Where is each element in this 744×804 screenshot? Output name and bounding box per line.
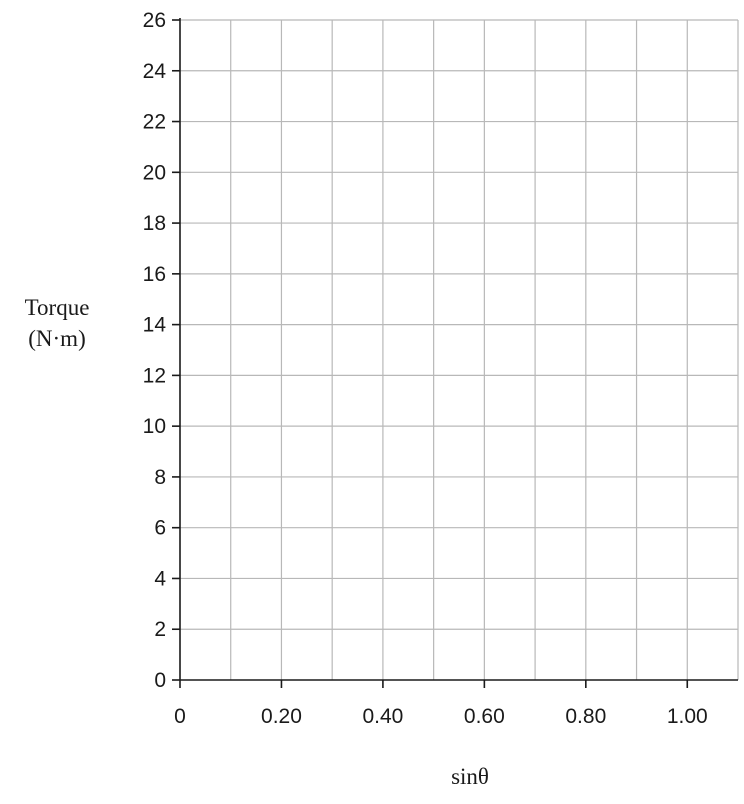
y-tick-label: 20 — [143, 161, 166, 184]
y-tick-label: 10 — [143, 415, 166, 438]
grid — [180, 19, 739, 680]
x-tick-label: 0.20 — [261, 705, 302, 728]
y-axis-title-line1: Torque — [25, 295, 90, 320]
y-tick-label: 26 — [143, 9, 166, 32]
x-ticks: 0 0.20 0.40 0.60 0.80 1.00 — [174, 680, 708, 728]
y-tick-label: 8 — [154, 466, 166, 489]
y-tick-label: 22 — [143, 111, 166, 134]
y-tick-label: 6 — [154, 517, 166, 540]
x-tick-label: 0.60 — [464, 705, 505, 728]
y-axis-title-line2: (N·m) — [28, 326, 85, 351]
y-tick-label: 16 — [143, 263, 166, 286]
y-tick-label: 4 — [154, 567, 166, 590]
y-tick-label: 14 — [143, 314, 167, 337]
x-tick-label: 0.80 — [565, 705, 606, 728]
y-tick-label: 0 — [154, 669, 166, 692]
x-axis-title: sinθ — [451, 764, 489, 789]
x-tick-label: 1.00 — [667, 705, 708, 728]
y-tick-label: 2 — [154, 618, 166, 641]
x-tick-label: 0 — [174, 705, 186, 728]
y-tick-label: 18 — [143, 212, 166, 235]
axes — [179, 18, 738, 681]
y-tick-label: 24 — [143, 60, 167, 83]
x-tick-label: 0.40 — [362, 705, 403, 728]
y-tick-label: 12 — [143, 364, 166, 387]
